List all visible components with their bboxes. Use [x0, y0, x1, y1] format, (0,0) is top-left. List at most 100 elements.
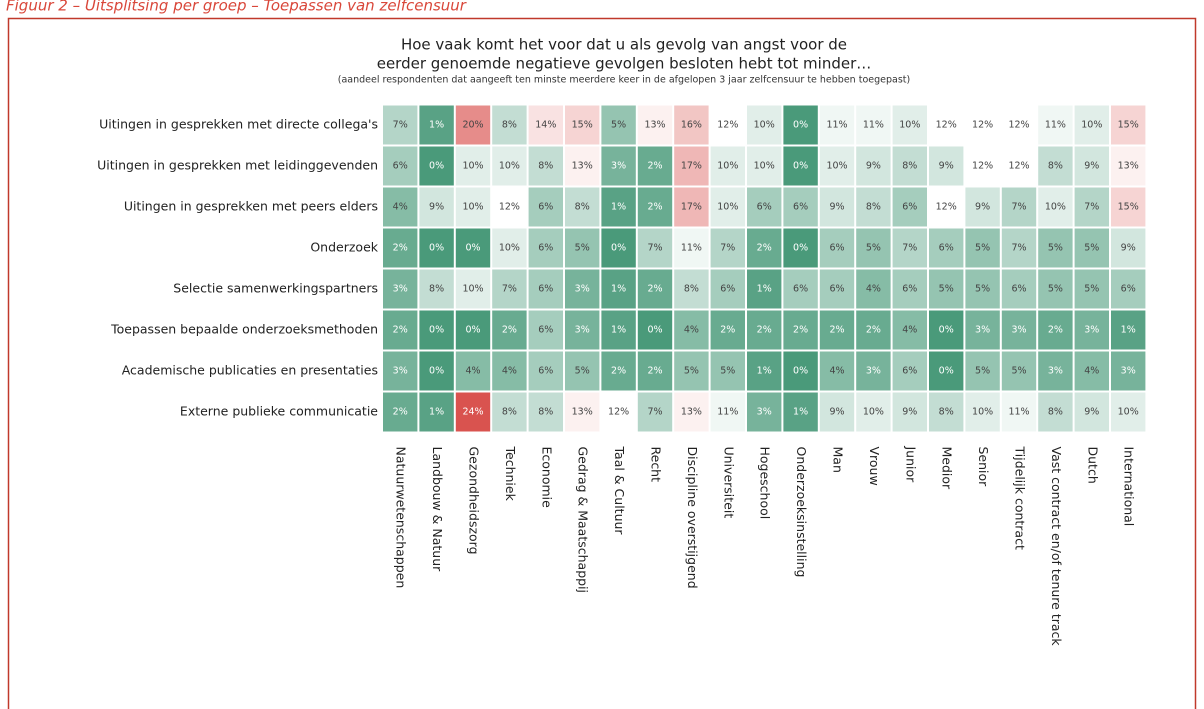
cell-label: 3% [1084, 325, 1099, 336]
cell-label: 2% [720, 325, 735, 336]
cell-label: 4% [829, 366, 844, 377]
cell-label: 8% [1048, 161, 1063, 172]
cell [383, 105, 418, 145]
cell [1111, 228, 1146, 268]
cell [565, 351, 600, 391]
cell-label: 0% [793, 366, 808, 377]
cell-label: 0% [939, 325, 954, 336]
cell [383, 392, 418, 432]
cell [1038, 310, 1073, 350]
cell [455, 392, 491, 432]
cell-label: 1% [611, 202, 626, 213]
cell [965, 269, 1000, 309]
cell-label: 12% [936, 120, 957, 131]
cell-label: 7% [1084, 202, 1099, 213]
cell [856, 228, 891, 268]
cell-label: 2% [866, 325, 881, 336]
cell-label: 3% [575, 325, 590, 336]
cell [929, 310, 964, 350]
chart-title: Hoe vaak komt het voor dat u als gevolg … [401, 36, 847, 54]
cell [856, 392, 891, 432]
cell [710, 228, 745, 268]
cell-label: 10% [899, 120, 920, 131]
column-label: Economie [539, 447, 554, 509]
cell-label: 5% [866, 243, 881, 254]
cell [710, 187, 745, 227]
cell [856, 187, 891, 227]
cell-label: 2% [393, 243, 408, 254]
cell [856, 310, 891, 350]
cell [419, 310, 454, 350]
cell [1111, 351, 1146, 391]
cell-label: 15% [1118, 120, 1139, 131]
cell [1074, 187, 1109, 227]
cell [492, 105, 527, 145]
cell-label: 0% [939, 366, 954, 377]
column-label: Vast contract en/of tenure track [1049, 447, 1064, 647]
cell [601, 228, 636, 268]
cell-label: 10% [1118, 407, 1139, 418]
cell-label: 13% [681, 407, 702, 418]
cell [819, 269, 855, 309]
cell-label: 11% [826, 120, 847, 131]
cell-label: 3% [757, 407, 772, 418]
column-label: Senior [976, 447, 991, 488]
cell [674, 105, 709, 145]
cell-label: 7% [647, 407, 662, 418]
column-label: Tijdelijk contract [1013, 446, 1028, 550]
cell [601, 392, 636, 432]
cell [674, 187, 709, 227]
row-label: Uitingen in gesprekken met directe colle… [99, 117, 378, 132]
cell [929, 187, 964, 227]
cell [892, 146, 927, 186]
cell-label: 10% [863, 407, 884, 418]
cell [783, 105, 818, 145]
cell [819, 351, 855, 391]
cell-label: 1% [1121, 325, 1136, 336]
column-label: Recht [649, 447, 664, 483]
cell-label: 12% [1008, 120, 1029, 131]
cell-label: 0% [793, 120, 808, 131]
cell-label: 7% [393, 120, 408, 131]
cell-label: 5% [684, 366, 699, 377]
cell-label: 8% [429, 284, 444, 295]
cell [747, 228, 782, 268]
cell [747, 105, 782, 145]
cell-label: 8% [538, 407, 553, 418]
column-label: Universiteit [721, 447, 736, 519]
cell-label: 12% [972, 120, 993, 131]
cell-label: 8% [939, 407, 954, 418]
cell-label: 5% [575, 366, 590, 377]
cell-label: 9% [829, 202, 844, 213]
cell-label: 12% [972, 161, 993, 172]
cell-label: 10% [754, 161, 775, 172]
column-label: Junior [903, 446, 918, 484]
cell-label: 0% [465, 325, 480, 336]
cell [528, 392, 563, 432]
cell [565, 187, 600, 227]
cell-label: 5% [975, 243, 990, 254]
cell-label: 2% [393, 407, 408, 418]
cell-label: 5% [1048, 243, 1063, 254]
cell-label: 10% [717, 161, 738, 172]
cell [601, 269, 636, 309]
cell [1074, 351, 1109, 391]
cell [783, 392, 818, 432]
cell-label: 6% [393, 161, 408, 172]
cell-label: 10% [499, 243, 520, 254]
column-label: Discipline overstijgend [685, 447, 700, 589]
cell [965, 105, 1000, 145]
cell [637, 187, 673, 227]
cell [565, 392, 600, 432]
cell-label: 10% [462, 202, 483, 213]
caption: Figuur 2 – Uitsplitsing per groep – Toep… [6, 0, 467, 15]
cell-label: 15% [572, 120, 593, 131]
cell-label: 4% [684, 325, 699, 336]
cell [819, 310, 855, 350]
cell [637, 310, 673, 350]
cell [455, 105, 491, 145]
cell-label: 12% [1008, 161, 1029, 172]
cell [1001, 146, 1037, 186]
cell [747, 146, 782, 186]
cell [455, 187, 491, 227]
